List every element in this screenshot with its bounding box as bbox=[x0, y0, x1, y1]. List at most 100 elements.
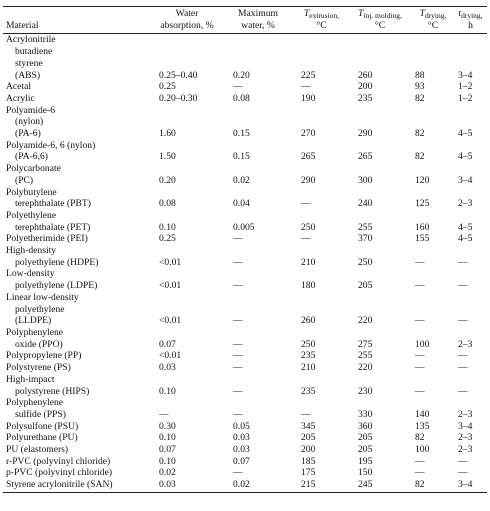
table-row: Acrylic 0.20–0.30 0.08 190 235 82 1–2 bbox=[3, 93, 487, 105]
value-cell: 235 bbox=[301, 350, 316, 362]
value-cell: 0.03 bbox=[159, 362, 176, 374]
material-text: Polybutylene bbox=[6, 186, 57, 198]
material-text: polystyrene (HIPS) bbox=[15, 385, 90, 397]
table-row: High-density polyethylene (HDPE) <0.01 — 210… bbox=[3, 245, 487, 268]
table-body: Acrylonitrile butadiene styrene (ABS) 0.25–0… bbox=[3, 34, 487, 493]
value-cell: 1.50 bbox=[159, 151, 176, 163]
value-cell: — bbox=[233, 467, 243, 479]
value-cell: — bbox=[233, 362, 243, 374]
material-cell: Polyamide-6 (nylon) (PA-6) bbox=[3, 105, 153, 140]
value-cell: 250 bbox=[301, 338, 316, 350]
value-cell: — bbox=[233, 385, 243, 397]
table-row: Polybutylene terephthalate (PBT) 0.08 0.04 —… bbox=[3, 187, 487, 210]
value-cell: — bbox=[415, 256, 425, 268]
value-cell: 360 bbox=[358, 420, 373, 432]
value-cell: 235 bbox=[301, 385, 316, 397]
value-cell: 210 bbox=[301, 362, 316, 374]
material-text: (nylon) bbox=[15, 116, 44, 128]
header-unit: °C bbox=[374, 19, 386, 31]
value-cell: 88 bbox=[415, 69, 425, 81]
value-cell: 140 bbox=[415, 408, 430, 420]
value-cell: 200 bbox=[301, 444, 316, 456]
value-cell: 220 bbox=[358, 315, 373, 327]
value-cell: 0.25 bbox=[159, 233, 176, 245]
material-cell: Polystyrene (PS) bbox=[3, 362, 153, 374]
header-cell: tdrying, h bbox=[454, 5, 487, 35]
material-cell: Polybutylene terephthalate (PBT) bbox=[3, 187, 153, 210]
value-cell: 0.30 bbox=[159, 420, 176, 432]
header-row: Material Water absorption, % Maximum water, … bbox=[3, 5, 487, 35]
value-cell: 0.10 bbox=[159, 432, 176, 444]
value-cell: 125 bbox=[415, 198, 430, 210]
material-text: Polystyrene (PS) bbox=[6, 362, 71, 374]
value-cell: 205 bbox=[358, 432, 373, 444]
value-cell: 100 bbox=[415, 444, 430, 456]
value-cell: — bbox=[301, 198, 311, 210]
table-row: Polycarbonate (PC) 0.20 0.02 290 300 120 3–4 bbox=[3, 163, 487, 186]
header-subscript: inj. molding, bbox=[363, 11, 402, 20]
table-row: Polyamide-6 (nylon) (PA-6) 1.60 0.15 270 290 82… bbox=[3, 105, 487, 140]
value-cell: 4–5 bbox=[458, 151, 473, 163]
value-cell: 3–4 bbox=[458, 174, 473, 186]
value-cell: 0.03 bbox=[153, 479, 221, 493]
value-cell: 0.08 bbox=[159, 198, 176, 210]
table-row: Acetal 0.25 — — 200 93 1–2 bbox=[3, 81, 487, 93]
header-cell: Maximum water, % bbox=[221, 5, 295, 35]
value-cell: 0.02 bbox=[221, 479, 295, 493]
value-cell: 3–4 bbox=[458, 420, 473, 432]
value-cell: 210 bbox=[301, 256, 316, 268]
value-cell: 260 bbox=[301, 315, 316, 327]
value-cell: 0.20 bbox=[233, 69, 250, 81]
value-cell: — bbox=[233, 338, 243, 350]
header-subscript: drying, bbox=[461, 11, 483, 20]
material-text: Polyamide-6, 6 (nylon) bbox=[6, 139, 96, 151]
value-cell: 0.08 bbox=[233, 92, 250, 104]
value-cell: 205 bbox=[301, 432, 316, 444]
value-cell: — bbox=[233, 350, 243, 362]
material-cell: Polyphenylene oxide (PPO) bbox=[3, 327, 153, 350]
material-text: polyethylene (HDPE) bbox=[15, 256, 99, 268]
value-cell: 0.005 bbox=[233, 221, 255, 233]
material-text: p-PVC (polyvinyl chloride) bbox=[6, 467, 113, 479]
table-row: Polyetherimide (PEI) 0.25 — — 370 155 4–5 bbox=[3, 233, 487, 245]
value-cell: — bbox=[415, 467, 425, 479]
value-cell: 82 bbox=[415, 151, 425, 163]
value-cell: 260 bbox=[358, 69, 373, 81]
value-cell: 82 bbox=[415, 128, 425, 140]
page: Material Water absorption, % Maximum water, … bbox=[3, 5, 487, 493]
material-cell: Polysulfone (PSU) bbox=[3, 421, 153, 433]
value-cell: 0.10 bbox=[159, 221, 176, 233]
value-cell: — bbox=[233, 280, 243, 292]
value-cell: 160 bbox=[415, 221, 430, 233]
value-cell: — bbox=[458, 280, 468, 292]
material-cell: Polyetherimide (PEI) bbox=[3, 233, 153, 245]
table-row: Polyamide-6, 6 (nylon) (PA-6,6) 1.50 0.15 26… bbox=[3, 140, 487, 163]
value-cell: 155 bbox=[415, 233, 430, 245]
table-row: r-PVC (polyvinyl chloride) 0.10 0.07 185 195… bbox=[3, 456, 487, 468]
material-cell: High-impact polystyrene (HIPS) bbox=[3, 374, 153, 397]
header-symbol: t bbox=[458, 8, 462, 19]
table-row: Polysulfone (PSU) 0.30 0.05 345 360 135 3–4 bbox=[3, 421, 487, 433]
value-cell: — bbox=[458, 467, 468, 479]
header-cell: Material bbox=[3, 5, 153, 35]
header-subscript: extrusion, bbox=[309, 11, 340, 20]
material-text: polyethylene bbox=[15, 303, 65, 315]
value-cell: 215 bbox=[295, 479, 348, 493]
value-cell: 2–3 bbox=[458, 432, 473, 444]
value-cell: 100 bbox=[415, 338, 430, 350]
value-cell: 180 bbox=[301, 280, 316, 292]
value-cell: 275 bbox=[358, 338, 373, 350]
value-cell: 0.20–0.30 bbox=[159, 92, 198, 104]
table-row: Polyurethane (PU) 0.10 0.03 205 205 82 2–3 bbox=[3, 432, 487, 444]
material-text: styrene bbox=[15, 57, 43, 69]
value-cell: 235 bbox=[358, 92, 373, 104]
material-cell: Acetal bbox=[3, 81, 153, 93]
value-cell: — bbox=[233, 233, 243, 245]
value-cell: 190 bbox=[301, 92, 316, 104]
value-cell: — bbox=[233, 408, 243, 420]
material-text: (ABS) bbox=[15, 69, 41, 81]
value-cell: 230 bbox=[358, 385, 373, 397]
value-cell: 82 bbox=[412, 479, 454, 493]
material-text: Polyamide-6 bbox=[6, 104, 56, 116]
value-cell: 195 bbox=[358, 455, 373, 467]
